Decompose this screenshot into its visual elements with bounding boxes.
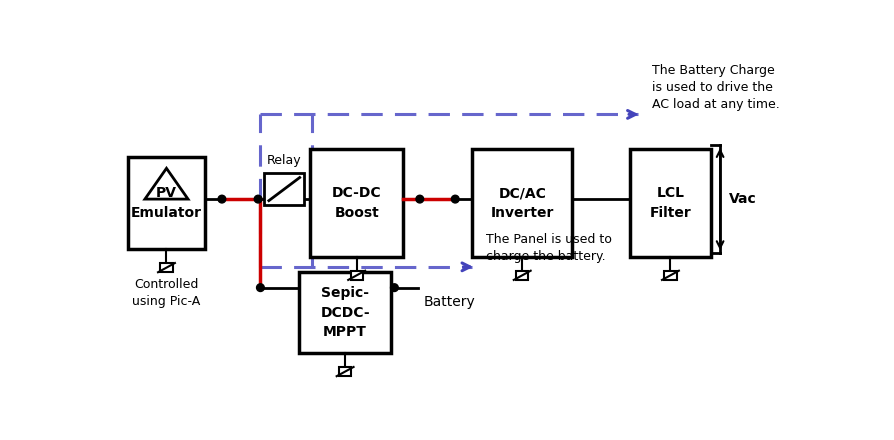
Circle shape [390,284,398,291]
Bar [299,272,391,353]
Circle shape [451,195,459,203]
Circle shape [257,284,264,291]
Text: LCL
Filter: LCL Filter [649,186,690,220]
Bar [339,367,350,376]
Bar [160,263,173,272]
Bar [516,271,527,280]
Text: The Panel is used to
charge the battery.: The Panel is used to charge the battery. [485,233,611,263]
Bar [472,149,571,257]
Text: The Battery Charge
is used to drive the
AC load at any time.: The Battery Charge is used to drive the … [651,63,779,110]
Text: DC-DC
Boost: DC-DC Boost [332,186,381,220]
Bar [663,271,676,280]
Text: DC/AC
Inverter: DC/AC Inverter [490,186,553,220]
Bar [128,157,205,249]
Text: Vac: Vac [729,192,756,206]
Text: Relay: Relay [266,154,301,167]
Bar [310,149,402,257]
Circle shape [416,195,423,203]
Bar [264,173,304,205]
Circle shape [218,195,225,203]
Circle shape [254,195,262,203]
Text: Sepic-
DCDC-
MPPT: Sepic- DCDC- MPPT [320,286,369,339]
Text: Controlled
using Pic-A: Controlled using Pic-A [132,279,200,308]
Text: PV
Emulator: PV Emulator [131,186,202,220]
Bar [629,149,710,257]
Bar [350,271,362,280]
Text: Battery: Battery [423,294,475,308]
